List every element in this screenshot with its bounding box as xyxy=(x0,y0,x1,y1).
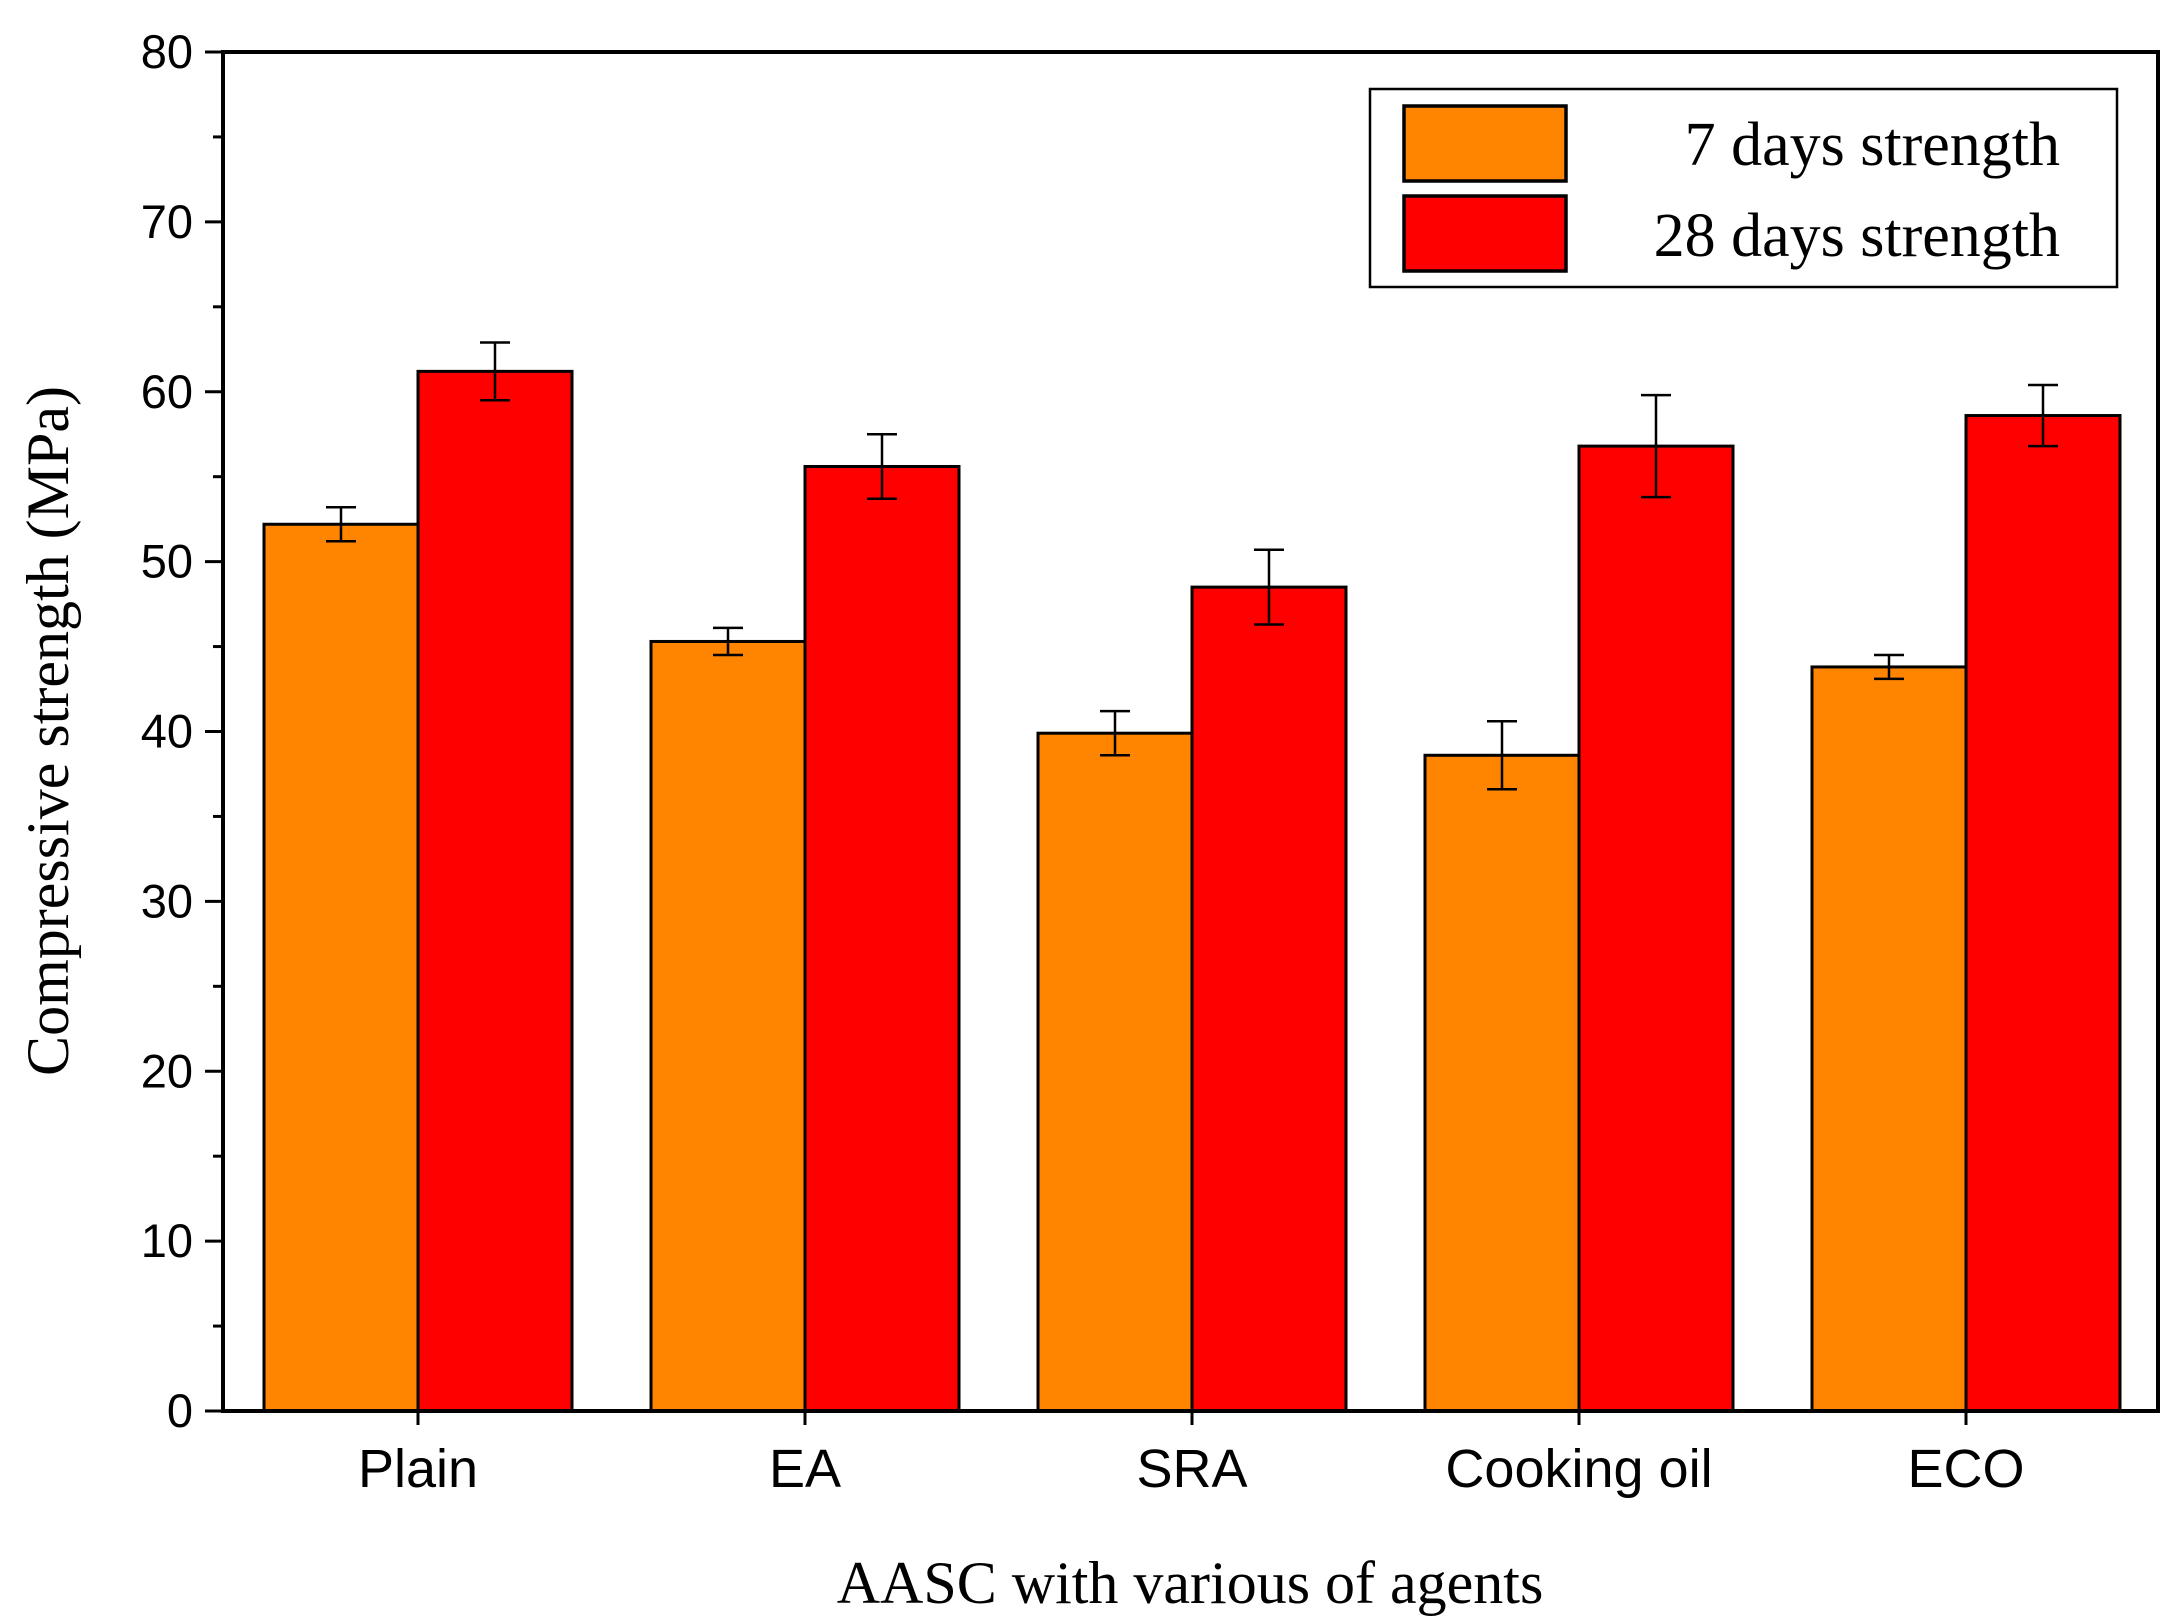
bar xyxy=(416,369,574,1413)
legend: 7 days strength 28 days strength xyxy=(1368,87,2119,289)
legend-swatch-7-days xyxy=(1402,104,1568,183)
legend-label-7-days: 7 days strength xyxy=(1685,111,2060,179)
y-axis-tick-labels: 0 10 20 30 40 50 60 70 80 xyxy=(141,25,193,1437)
y-tick-label: 0 xyxy=(167,1384,193,1437)
y-tick-label: 40 xyxy=(141,705,193,758)
bar xyxy=(1577,444,1735,1413)
y-axis-ticks xyxy=(205,50,223,1413)
bars xyxy=(262,369,2122,1413)
y-tick-label: 60 xyxy=(141,365,193,418)
y-tick-label: 10 xyxy=(141,1214,193,1267)
bar xyxy=(262,522,420,1413)
x-tick-label: Cooking oil xyxy=(1445,1439,1712,1499)
x-tick-label: SRA xyxy=(1136,1439,1247,1499)
y-tick-label: 80 xyxy=(141,25,193,78)
x-tick-label: Plain xyxy=(358,1439,478,1499)
x-axis-title: AASC with various of agents xyxy=(837,1550,1544,1616)
bar xyxy=(1190,585,1348,1413)
bar xyxy=(649,639,807,1413)
x-tick-label: EA xyxy=(769,1439,841,1499)
bar xyxy=(1036,731,1194,1413)
bar xyxy=(803,464,961,1413)
bar xyxy=(1810,665,1968,1413)
y-tick-label: 70 xyxy=(141,195,193,248)
error-bars xyxy=(326,341,2058,791)
y-tick-label: 30 xyxy=(141,874,193,927)
legend-label-28-days: 28 days strength xyxy=(1654,202,2060,270)
legend-swatch-28-days xyxy=(1402,194,1568,273)
bar xyxy=(1964,414,2122,1413)
y-tick-label: 20 xyxy=(141,1044,193,1097)
x-axis-category-labels: Plain EA SRA Cooking oil ECO xyxy=(358,1439,2025,1499)
y-axis-title: Compressive strength (MPa) xyxy=(15,386,81,1076)
bar xyxy=(1423,753,1581,1413)
plot-frame xyxy=(221,50,2160,1413)
y-tick-label: 50 xyxy=(141,535,193,588)
x-axis-ticks xyxy=(416,1411,1968,1425)
x-tick-label: ECO xyxy=(1907,1439,2024,1499)
